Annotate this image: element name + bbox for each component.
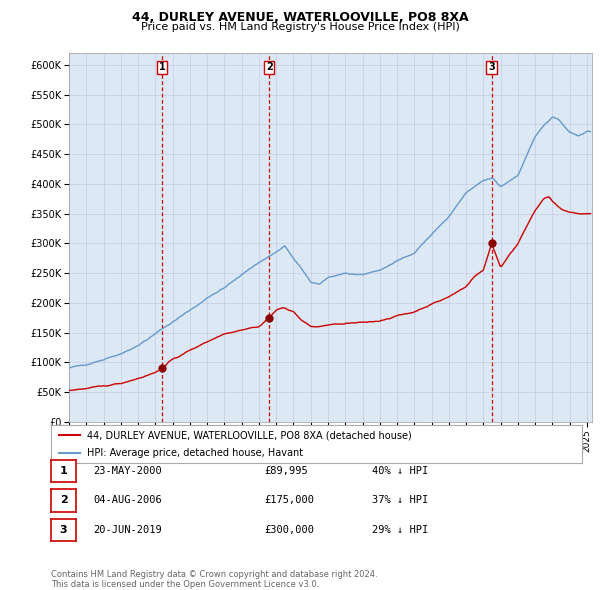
Text: 1: 1	[60, 466, 67, 476]
Text: 20-JUN-2019: 20-JUN-2019	[93, 525, 162, 535]
Text: 40% ↓ HPI: 40% ↓ HPI	[372, 466, 428, 476]
Text: 29% ↓ HPI: 29% ↓ HPI	[372, 525, 428, 535]
Text: 44, DURLEY AVENUE, WATERLOOVILLE, PO8 8XA: 44, DURLEY AVENUE, WATERLOOVILLE, PO8 8X…	[131, 11, 469, 24]
Text: 04-AUG-2006: 04-AUG-2006	[93, 496, 162, 505]
Text: £300,000: £300,000	[264, 525, 314, 535]
Text: £89,995: £89,995	[264, 466, 308, 476]
Text: 2: 2	[266, 63, 272, 73]
Text: 3: 3	[488, 63, 495, 73]
Text: HPI: Average price, detached house, Havant: HPI: Average price, detached house, Hava…	[87, 448, 303, 458]
Text: 2: 2	[60, 496, 67, 505]
Text: Contains HM Land Registry data © Crown copyright and database right 2024.
This d: Contains HM Land Registry data © Crown c…	[51, 570, 377, 589]
Text: £175,000: £175,000	[264, 496, 314, 505]
Text: 44, DURLEY AVENUE, WATERLOOVILLE, PO8 8XA (detached house): 44, DURLEY AVENUE, WATERLOOVILLE, PO8 8X…	[87, 430, 412, 440]
Text: 1: 1	[158, 63, 166, 73]
Text: 3: 3	[60, 525, 67, 535]
Text: 23-MAY-2000: 23-MAY-2000	[93, 466, 162, 476]
Text: 37% ↓ HPI: 37% ↓ HPI	[372, 496, 428, 505]
Text: Price paid vs. HM Land Registry's House Price Index (HPI): Price paid vs. HM Land Registry's House …	[140, 22, 460, 32]
